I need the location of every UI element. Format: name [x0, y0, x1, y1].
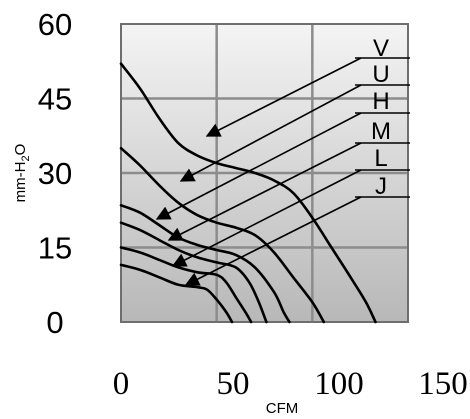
plot-frame	[120, 23, 409, 323]
label-arrow-h	[155, 112, 362, 220]
label-arrow-m	[167, 142, 362, 241]
curve-label-m: M	[371, 118, 391, 145]
curve-m	[119, 221, 268, 324]
x-tick-label: 0	[113, 366, 130, 402]
y-tick-label: 30	[38, 156, 72, 191]
label-arrow-l	[171, 169, 362, 267]
grid-lines	[121, 24, 408, 322]
curve-label-j: J	[375, 173, 387, 200]
y-axis-title: mm-H2O	[12, 144, 32, 203]
x-axis-title: CFM	[266, 400, 299, 417]
curve-u	[119, 146, 326, 324]
label-arrow-v	[205, 57, 362, 137]
curve-label-l: L	[374, 145, 387, 172]
curve-label-v: V	[373, 35, 389, 62]
y-tick-label: 0	[46, 305, 63, 340]
y-tick-label: 15	[38, 231, 72, 266]
curve-v	[119, 62, 377, 324]
label-arrow-j	[184, 196, 362, 286]
y-tick-label: 60	[38, 7, 72, 42]
y-axis-ticks: 0 15 30 45 60	[38, 7, 72, 340]
curve-j	[119, 263, 234, 324]
curve-label-h: H	[372, 88, 389, 115]
x-tick-label: 150	[418, 366, 468, 402]
x-tick-label: 100	[314, 366, 364, 402]
x-axis-ticks: 0 50 100 150	[113, 366, 468, 402]
y-tick-label: 45	[38, 82, 72, 117]
label-arrow-u	[179, 84, 362, 182]
curve-h	[119, 204, 291, 324]
curve-label-u: U	[372, 61, 389, 88]
x-tick-label: 50	[217, 366, 250, 402]
